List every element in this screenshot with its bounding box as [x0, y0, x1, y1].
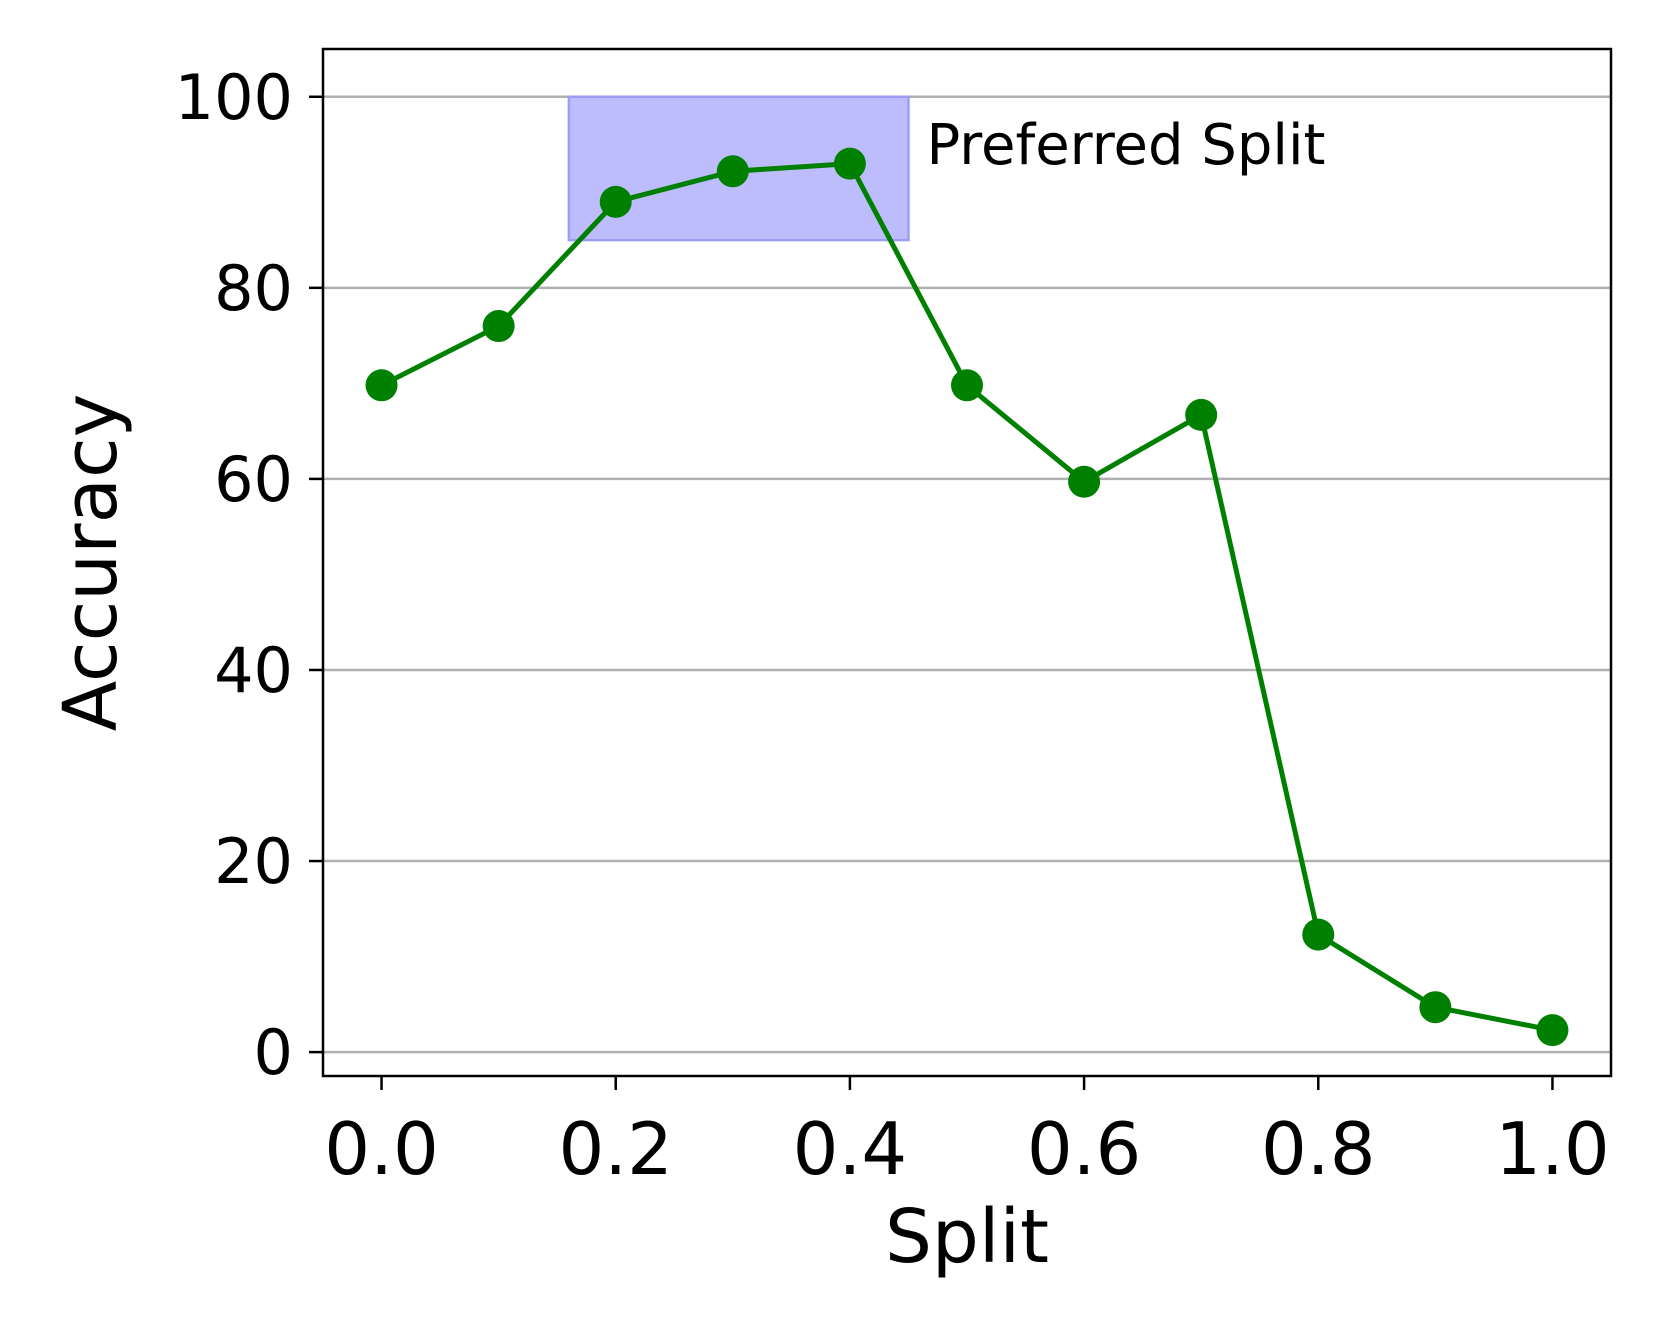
y-axis-label: Accuracy — [48, 394, 134, 732]
y-tick-label-3: 60 — [214, 443, 293, 516]
data-point-1 — [482, 310, 515, 343]
x-tick-label-1: 0.2 — [558, 1107, 673, 1191]
y-tick-label-0: 0 — [254, 1016, 293, 1089]
data-point-9 — [1419, 991, 1452, 1024]
y-gridlines — [323, 95, 1611, 1054]
data-point-8 — [1302, 918, 1335, 951]
y-axis-ticks: 0 20 40 60 80 100 — [175, 61, 323, 1089]
x-tick-label-0: 0.0 — [324, 1107, 439, 1191]
data-point-4 — [833, 147, 866, 180]
series-line-0 — [380, 161, 1553, 1033]
x-tick-label-4: 0.8 — [1261, 1107, 1376, 1191]
x-tick-label-5: 1.0 — [1495, 1107, 1610, 1191]
data-point-5 — [951, 369, 983, 402]
data-point-3 — [716, 155, 749, 188]
y-tick-label-4: 80 — [214, 252, 293, 325]
y-tick-label-5: 100 — [175, 61, 293, 134]
y-tick-label-2: 40 — [214, 634, 293, 707]
data-point-10 — [1536, 1014, 1569, 1047]
x-tick-label-2: 0.4 — [793, 1107, 908, 1191]
preferred-split-label: Preferred Split — [926, 113, 1325, 178]
series-points-group — [365, 147, 1569, 1047]
series-line-group — [380, 161, 1553, 1033]
data-point-0 — [365, 369, 398, 402]
x-tick-label-3: 0.6 — [1027, 1107, 1142, 1191]
x-axis-ticks: 0.0 0.2 0.4 0.6 0.8 1.0 — [324, 1076, 1610, 1191]
plot-frame — [321, 47, 1613, 1078]
data-point-6 — [1068, 465, 1101, 498]
x-axis-label: Split — [885, 1194, 1049, 1280]
y-tick-label-1: 20 — [214, 825, 293, 898]
data-point-2 — [599, 185, 632, 218]
data-point-7 — [1185, 398, 1218, 431]
